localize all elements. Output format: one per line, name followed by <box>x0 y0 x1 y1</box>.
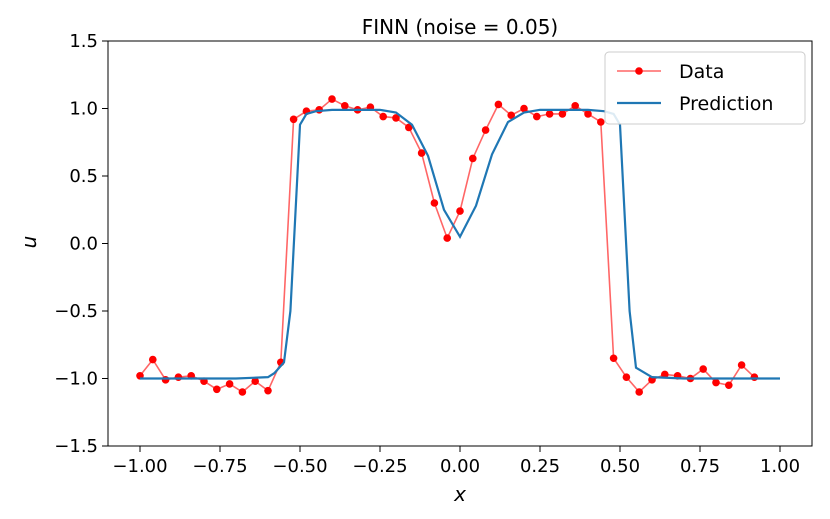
data-point <box>392 114 400 122</box>
data-point <box>533 112 541 121</box>
legend-prediction-label: Prediction <box>679 93 773 115</box>
data-point <box>443 234 452 242</box>
data-point <box>174 373 183 381</box>
data-point <box>597 118 605 126</box>
legend-data-marker <box>635 67 643 75</box>
data-point <box>225 380 234 388</box>
data-point <box>328 95 336 103</box>
x-tick-label: 0.25 <box>520 456 560 477</box>
chart-title: FINN (noise = 0.05) <box>362 15 558 39</box>
x-tick-label: 0.50 <box>600 456 640 477</box>
x-tick-label: 0.00 <box>440 456 480 477</box>
legend: Data Prediction <box>604 51 806 125</box>
data-point <box>737 361 746 369</box>
data-point <box>635 388 643 396</box>
x-axis-label: x <box>453 482 466 506</box>
data-point <box>520 104 528 113</box>
data-point <box>558 110 567 118</box>
series-data-line <box>139 98 755 394</box>
y-tick-label: −1.0 <box>54 369 98 390</box>
data-point <box>584 110 592 118</box>
data-point <box>481 126 490 134</box>
data-point <box>571 102 579 110</box>
data-point <box>545 110 554 118</box>
data-point <box>507 111 515 120</box>
x-tick-label: −0.25 <box>352 456 407 477</box>
data-point <box>149 355 157 364</box>
data-point <box>161 376 170 384</box>
y-axis-label: u <box>17 236 41 249</box>
data-point <box>622 373 631 381</box>
plot-area: −1.00 −0.75 −0.50 −0.25 0.00 0.25 0.50 0.75 1.00… <box>54 31 813 477</box>
y-tick-label: 1.5 <box>69 31 98 52</box>
x-tick-label: −0.50 <box>272 456 327 477</box>
legend-data-label: Data <box>679 61 724 83</box>
y-tick-label: 1.0 <box>69 99 98 120</box>
data-point <box>456 207 464 215</box>
data-point <box>251 377 259 386</box>
data-point <box>750 373 759 381</box>
data-point <box>661 370 669 379</box>
y-tick-label: 0.5 <box>69 166 98 187</box>
x-tick-label: −1.00 <box>112 456 167 477</box>
data-point <box>609 354 618 363</box>
x-tick-label: 1.00 <box>760 456 800 477</box>
data-point <box>699 365 707 373</box>
data-point <box>725 381 733 390</box>
legend-box <box>604 51 806 125</box>
data-point <box>712 378 720 387</box>
data-point <box>379 112 388 121</box>
x-tick-label: 0.75 <box>680 456 720 477</box>
data-point <box>494 100 503 109</box>
data-point <box>417 149 426 157</box>
y-tick-label: 0.0 <box>69 234 98 255</box>
data-point <box>405 123 413 132</box>
data-point <box>341 102 349 110</box>
y-tick-label: −1.5 <box>54 436 98 457</box>
data-point <box>469 154 477 163</box>
data-point <box>264 386 272 395</box>
y-tick-label: −0.5 <box>54 301 98 322</box>
series-prediction-line <box>140 108 780 380</box>
data-point <box>430 199 439 207</box>
data-point <box>238 388 247 396</box>
data-point <box>213 385 221 394</box>
data-point <box>289 115 298 124</box>
x-tick-label: −0.75 <box>192 456 247 477</box>
